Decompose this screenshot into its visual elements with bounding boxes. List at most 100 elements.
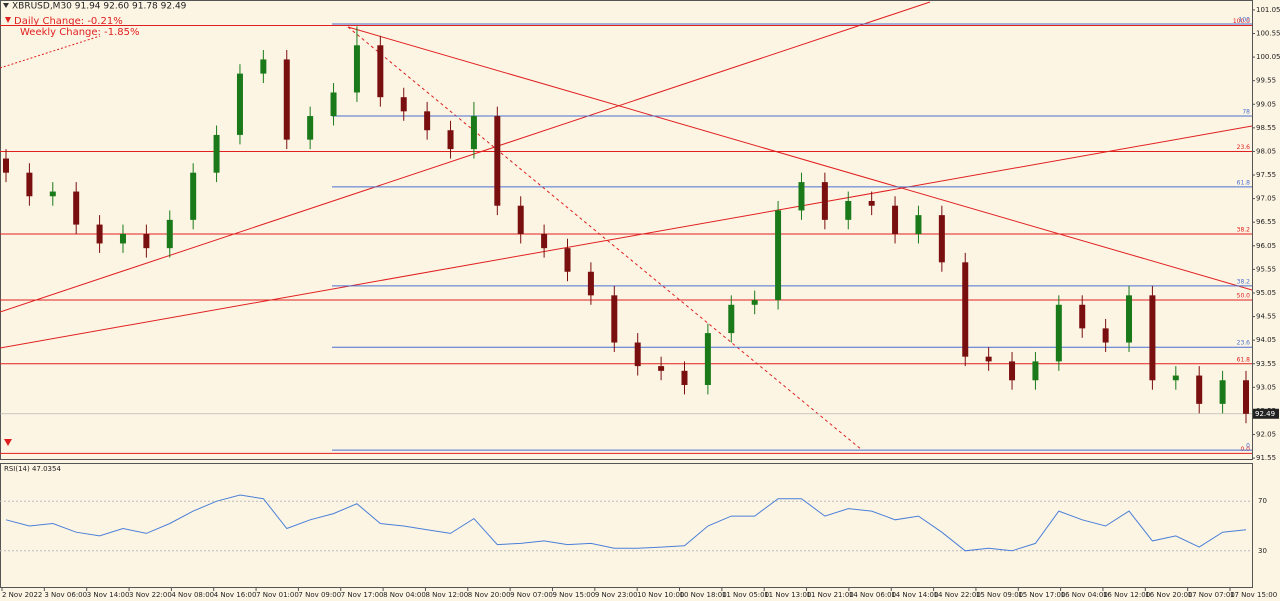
candle-body <box>868 200 875 206</box>
x-tick-label: 8 Nov 04:00 <box>383 591 426 599</box>
candle-body <box>400 97 407 112</box>
y-tick-label: 94.55 <box>1256 313 1276 321</box>
x-tick-label: 16 Nov 12:00 <box>1103 591 1150 599</box>
level-label: 0.0 <box>1240 446 1250 453</box>
level-label: 100.0 <box>1233 18 1250 25</box>
y-tick-label: 93.05 <box>1256 383 1276 391</box>
x-tick-label: 16 Nov 04:00 <box>1061 591 1108 599</box>
candle-body <box>236 73 243 135</box>
candle-body <box>73 191 80 225</box>
level-label: 38.2 <box>1237 227 1251 234</box>
x-tick-label: 7 Nov 01:00 <box>256 591 299 599</box>
candle-body <box>330 92 337 117</box>
candle-body <box>190 172 197 220</box>
candle-body <box>213 134 220 173</box>
candle-body <box>26 172 33 197</box>
y-tick-label: 91.55 <box>1256 454 1276 462</box>
candle-body <box>728 304 735 334</box>
x-tick-label: 3 Nov 14:00 <box>87 591 130 599</box>
main-frame <box>0 0 1253 460</box>
x-tick-label: 4 Nov 08:00 <box>171 591 214 599</box>
y-tick-label: 100.05 <box>1256 53 1280 61</box>
candle-body <box>143 234 150 249</box>
candle-body <box>845 200 852 220</box>
candle-body <box>260 59 267 74</box>
y-tick-label: 93.55 <box>1256 360 1276 368</box>
candle-body <box>447 130 454 150</box>
x-tick-label: 14 Nov 06:00 <box>849 591 896 599</box>
candle-body <box>1196 375 1203 404</box>
x-tick-label: 11 Nov 21:00 <box>807 591 854 599</box>
y-tick-label: 101.05 <box>1256 6 1280 14</box>
y-tick-label: 96.55 <box>1256 218 1276 226</box>
fib-label: 0 <box>1246 443 1250 450</box>
x-tick-label: 14 Nov 14:00 <box>891 591 938 599</box>
candle-body <box>3 158 9 173</box>
y-tick-label: 99.55 <box>1256 77 1276 85</box>
x-tick-label: 9 Nov 15:00 <box>552 591 595 599</box>
candle-body <box>1172 375 1179 381</box>
menu-arrow[interactable] <box>3 3 9 8</box>
rsi-tick-label: 30 <box>1258 547 1267 555</box>
candle-body <box>564 248 571 272</box>
x-tick-label: 14 Nov 22:00 <box>934 591 981 599</box>
last-price-label: 92.49 <box>1255 410 1275 418</box>
candle-body <box>541 234 548 249</box>
candle-body <box>1126 295 1133 343</box>
x-tick-label: 10 Nov 10:00 <box>637 591 684 599</box>
x-tick-label: 17 Nov 15:00 <box>1230 591 1277 599</box>
x-tick-label: 15 Nov 09:00 <box>976 591 1023 599</box>
candle-body <box>1079 304 1086 329</box>
y-tick-label: 97.55 <box>1256 171 1276 179</box>
candle-body <box>517 205 524 235</box>
level-label: 61.8 <box>1237 356 1251 363</box>
rsi-line <box>5 494 1247 552</box>
x-tick-label: 9 Nov 07:00 <box>510 591 553 599</box>
y-tick-label: 92.05 <box>1256 431 1276 439</box>
x-tick-label: 10 Nov 18:00 <box>680 591 727 599</box>
candle-body <box>775 210 782 301</box>
y-tick-label: 97.05 <box>1256 195 1276 203</box>
y-tick-label: 95.05 <box>1256 289 1276 297</box>
x-tick-label: 3 Nov 22:00 <box>129 591 172 599</box>
x-tick-label: 8 Nov 12:00 <box>425 591 468 599</box>
fib-label: 100 <box>1239 17 1251 24</box>
candle-body <box>119 234 126 244</box>
candle-body <box>307 116 314 140</box>
y-tick-label: 99.05 <box>1256 100 1276 108</box>
candle-body <box>634 342 641 367</box>
candle-body <box>938 215 945 263</box>
trendline <box>0 1 931 313</box>
y-tick-label: 100.55 <box>1256 29 1280 37</box>
fib-trend-line <box>347 26 863 451</box>
x-tick-label: 17 Nov 07:00 <box>1188 591 1235 599</box>
y-tick-label: 95.55 <box>1256 265 1276 273</box>
fib-label: 78 <box>1242 109 1250 116</box>
last-price-box <box>1253 408 1279 419</box>
candle-body <box>587 271 594 296</box>
x-tick-label: 2 Nov 2022 <box>2 591 42 599</box>
candle-body <box>49 191 56 197</box>
weekly-change: Weekly Change: -1.85% <box>20 27 139 38</box>
candle-body <box>892 205 899 235</box>
trendline <box>347 26 1253 291</box>
x-tick-label: 16 Nov 20:00 <box>1145 591 1192 599</box>
candle-body <box>96 224 103 244</box>
y-tick-label: 96.05 <box>1256 242 1276 250</box>
candle-body <box>821 182 828 220</box>
x-tick-label: 11 Nov 05:00 <box>722 591 769 599</box>
candle-body <box>470 116 477 150</box>
candle-body <box>1149 295 1156 381</box>
candle-body <box>962 262 969 357</box>
candle-body <box>658 366 665 371</box>
level-label: 50.0 <box>1237 293 1251 300</box>
candle-body <box>353 45 360 93</box>
x-tick-label: 11 Nov 13:00 <box>764 591 811 599</box>
fib-label: 61.8 <box>1237 179 1251 186</box>
y-tick-label: 98.05 <box>1256 147 1276 155</box>
y-tick-label: 98.55 <box>1256 124 1276 132</box>
candle-body <box>704 333 711 385</box>
candle-body <box>377 45 384 98</box>
fib-label: 38.2 <box>1237 278 1251 285</box>
